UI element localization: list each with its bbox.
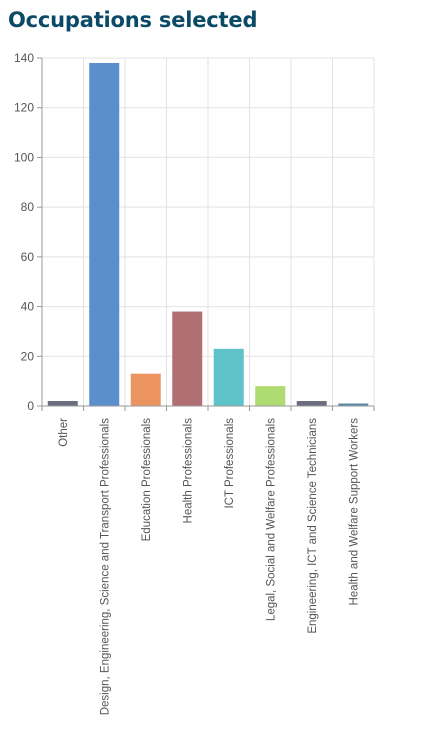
axes [37,57,375,411]
x-tick-label-1: Design, Engineering, Science and Transpo… [99,418,111,716]
y-tick-label-4: 80 [21,200,35,214]
x-tick-label-0: Other [58,418,70,447]
x-tick-label-2: Education Professionals [141,418,153,542]
page-title: Occupations selected [8,8,258,32]
x-tick-label-4: ICT Professionals [224,418,236,509]
bars [47,62,369,406]
x-tick-label-5: Legal, Social and Welfare Professionals [265,418,277,621]
bar-3[interactable] [172,311,203,406]
y-tick-label-2: 40 [21,300,35,314]
bar-7[interactable] [338,403,369,406]
bar-6[interactable] [296,401,327,406]
bar-5[interactable] [255,386,286,406]
y-tick-label-0: 0 [27,399,34,413]
bar-2[interactable] [130,373,161,406]
x-tick-labels: Other Design, Engineering, Science and Tr… [58,418,361,716]
y-tick-label-6: 120 [14,101,34,115]
y-tick-labels: 0 20 40 60 80 100 120 140 [14,51,34,413]
y-tick-label-1: 20 [21,349,35,363]
bar-1[interactable] [89,62,120,406]
y-tick-label-5: 100 [14,150,34,164]
y-tick-label-7: 140 [14,51,34,65]
x-tick-label-6: Engineering, ICT and Science Technicians [307,418,319,634]
bar-0[interactable] [47,401,78,406]
bar-4[interactable] [213,348,244,406]
x-tick-label-3: Health Professionals [182,418,194,524]
x-tick-label-7: Health and Welfare Support Workers [348,418,360,606]
y-tick-label-3: 60 [21,250,35,264]
